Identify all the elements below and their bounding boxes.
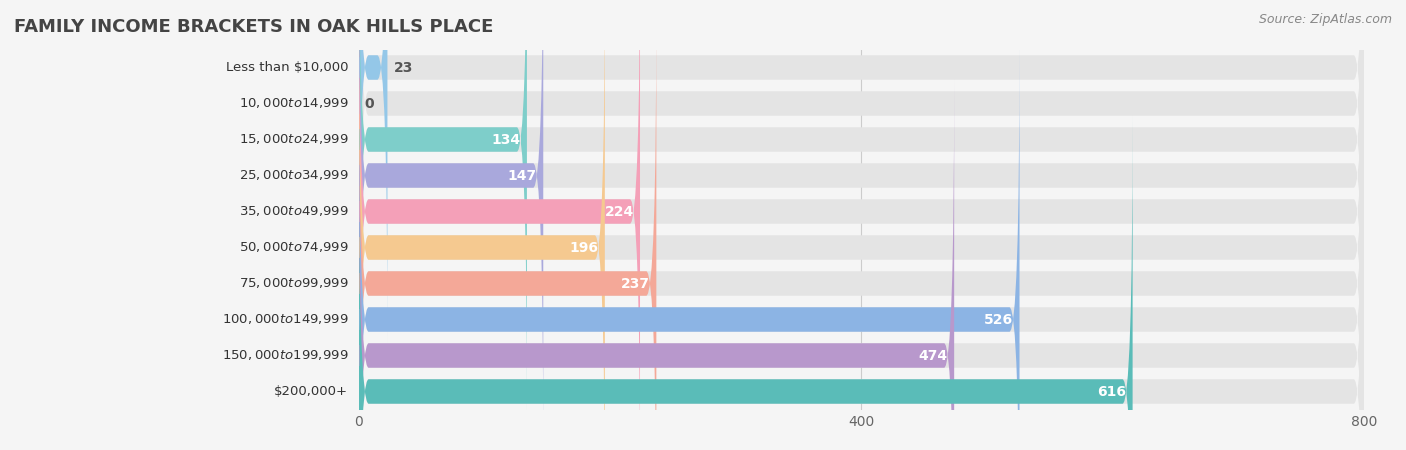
Text: $150,000 to $199,999: $150,000 to $199,999 (222, 348, 349, 363)
Text: Source: ZipAtlas.com: Source: ZipAtlas.com (1258, 14, 1392, 27)
Text: $50,000 to $74,999: $50,000 to $74,999 (239, 240, 349, 255)
Text: 616: 616 (1097, 384, 1126, 399)
Text: 0: 0 (364, 96, 374, 111)
Text: $200,000+: $200,000+ (274, 385, 349, 398)
Text: 526: 526 (984, 312, 1014, 327)
FancyBboxPatch shape (359, 0, 527, 415)
FancyBboxPatch shape (359, 0, 543, 450)
Text: 23: 23 (394, 60, 413, 75)
FancyBboxPatch shape (359, 8, 657, 450)
Text: $100,000 to $149,999: $100,000 to $149,999 (222, 312, 349, 327)
FancyBboxPatch shape (359, 0, 605, 450)
FancyBboxPatch shape (359, 44, 1364, 450)
FancyBboxPatch shape (359, 0, 1364, 343)
Text: 196: 196 (569, 240, 599, 255)
FancyBboxPatch shape (359, 80, 955, 450)
FancyBboxPatch shape (359, 116, 1364, 450)
Text: 474: 474 (918, 348, 948, 363)
Text: $75,000 to $99,999: $75,000 to $99,999 (239, 276, 349, 291)
FancyBboxPatch shape (359, 0, 388, 343)
Text: 224: 224 (605, 204, 634, 219)
Text: $10,000 to $14,999: $10,000 to $14,999 (239, 96, 349, 111)
FancyBboxPatch shape (359, 0, 1364, 379)
Text: $25,000 to $34,999: $25,000 to $34,999 (239, 168, 349, 183)
Text: 237: 237 (621, 276, 650, 291)
Text: FAMILY INCOME BRACKETS IN OAK HILLS PLACE: FAMILY INCOME BRACKETS IN OAK HILLS PLAC… (14, 18, 494, 36)
FancyBboxPatch shape (359, 44, 1019, 450)
FancyBboxPatch shape (359, 0, 1364, 450)
FancyBboxPatch shape (359, 0, 1364, 415)
FancyBboxPatch shape (359, 0, 1364, 450)
FancyBboxPatch shape (359, 0, 640, 450)
Text: $35,000 to $49,999: $35,000 to $49,999 (239, 204, 349, 219)
FancyBboxPatch shape (359, 80, 1364, 450)
FancyBboxPatch shape (359, 8, 1364, 450)
Text: $15,000 to $24,999: $15,000 to $24,999 (239, 132, 349, 147)
Text: 134: 134 (492, 132, 520, 147)
Text: Less than $10,000: Less than $10,000 (226, 61, 349, 74)
FancyBboxPatch shape (359, 0, 1364, 450)
FancyBboxPatch shape (359, 116, 1133, 450)
Text: 147: 147 (508, 168, 537, 183)
